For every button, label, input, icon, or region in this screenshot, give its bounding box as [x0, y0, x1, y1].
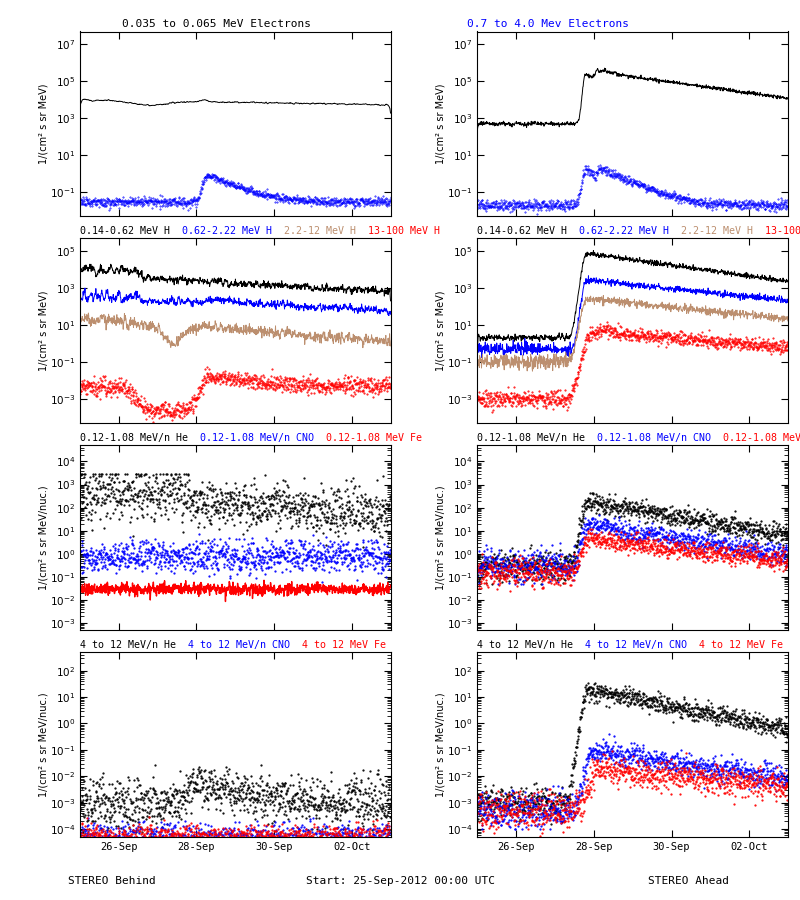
Y-axis label: 1/(cm² s sr MeV/nuc.): 1/(cm² s sr MeV/nuc.)	[436, 692, 446, 796]
Text: 0.12-1.08 MeV/n CNO: 0.12-1.08 MeV/n CNO	[586, 433, 711, 444]
Text: 0.12-1.08 MeV/n He: 0.12-1.08 MeV/n He	[478, 433, 586, 444]
Text: 0.7 to 4.0 Mev Electrons: 0.7 to 4.0 Mev Electrons	[467, 19, 629, 29]
Text: STEREO Behind: STEREO Behind	[68, 876, 156, 886]
Y-axis label: 1/(cm² s sr MeV): 1/(cm² s sr MeV)	[38, 291, 48, 371]
Y-axis label: 1/(cm² s sr MeV/nuc.): 1/(cm² s sr MeV/nuc.)	[38, 692, 48, 796]
Text: 0.12-1.08 MeV Fe: 0.12-1.08 MeV Fe	[711, 433, 800, 444]
Text: 0.14-0.62 MeV H: 0.14-0.62 MeV H	[478, 227, 567, 237]
Text: STEREO Ahead: STEREO Ahead	[647, 876, 729, 886]
Text: 0.62-2.22 MeV H: 0.62-2.22 MeV H	[170, 227, 272, 237]
Text: 2.2-12 MeV H: 2.2-12 MeV H	[670, 227, 754, 237]
Text: 4 to 12 MeV/n CNO: 4 to 12 MeV/n CNO	[176, 640, 290, 651]
Text: 13-100 MeV H: 13-100 MeV H	[754, 227, 800, 237]
Text: 0.035 to 0.065 MeV Electrons: 0.035 to 0.065 MeV Electrons	[122, 19, 310, 29]
Text: 4 to 12 MeV/n He: 4 to 12 MeV/n He	[80, 640, 176, 651]
Text: 4 to 12 MeV/n CNO: 4 to 12 MeV/n CNO	[574, 640, 687, 651]
Text: 0.12-1.08 MeV/n CNO: 0.12-1.08 MeV/n CNO	[188, 433, 314, 444]
Y-axis label: 1/(cm² s sr MeV): 1/(cm² s sr MeV)	[436, 291, 446, 371]
Text: 2.2-12 MeV H: 2.2-12 MeV H	[272, 227, 356, 237]
Text: Start: 25-Sep-2012 00:00 UTC: Start: 25-Sep-2012 00:00 UTC	[306, 876, 494, 886]
Y-axis label: 1/(cm² s sr MeV/nuc.): 1/(cm² s sr MeV/nuc.)	[436, 485, 446, 590]
Text: 0.14-0.62 MeV H: 0.14-0.62 MeV H	[80, 227, 170, 237]
Y-axis label: 1/(cm² s sr MeV): 1/(cm² s sr MeV)	[436, 84, 446, 164]
Text: 4 to 12 MeV/n He: 4 to 12 MeV/n He	[478, 640, 574, 651]
Y-axis label: 1/(cm² s sr MeV/nuc.): 1/(cm² s sr MeV/nuc.)	[38, 485, 48, 590]
Text: 0.12-1.08 MeV Fe: 0.12-1.08 MeV Fe	[314, 433, 422, 444]
Text: 4 to 12 MeV Fe: 4 to 12 MeV Fe	[290, 640, 386, 651]
Text: 4 to 12 MeV Fe: 4 to 12 MeV Fe	[687, 640, 783, 651]
Y-axis label: 1/(cm² s sr MeV): 1/(cm² s sr MeV)	[38, 84, 48, 164]
Text: 0.12-1.08 MeV/n He: 0.12-1.08 MeV/n He	[80, 433, 188, 444]
Text: 0.62-2.22 MeV H: 0.62-2.22 MeV H	[567, 227, 670, 237]
Text: 13-100 MeV H: 13-100 MeV H	[356, 227, 440, 237]
